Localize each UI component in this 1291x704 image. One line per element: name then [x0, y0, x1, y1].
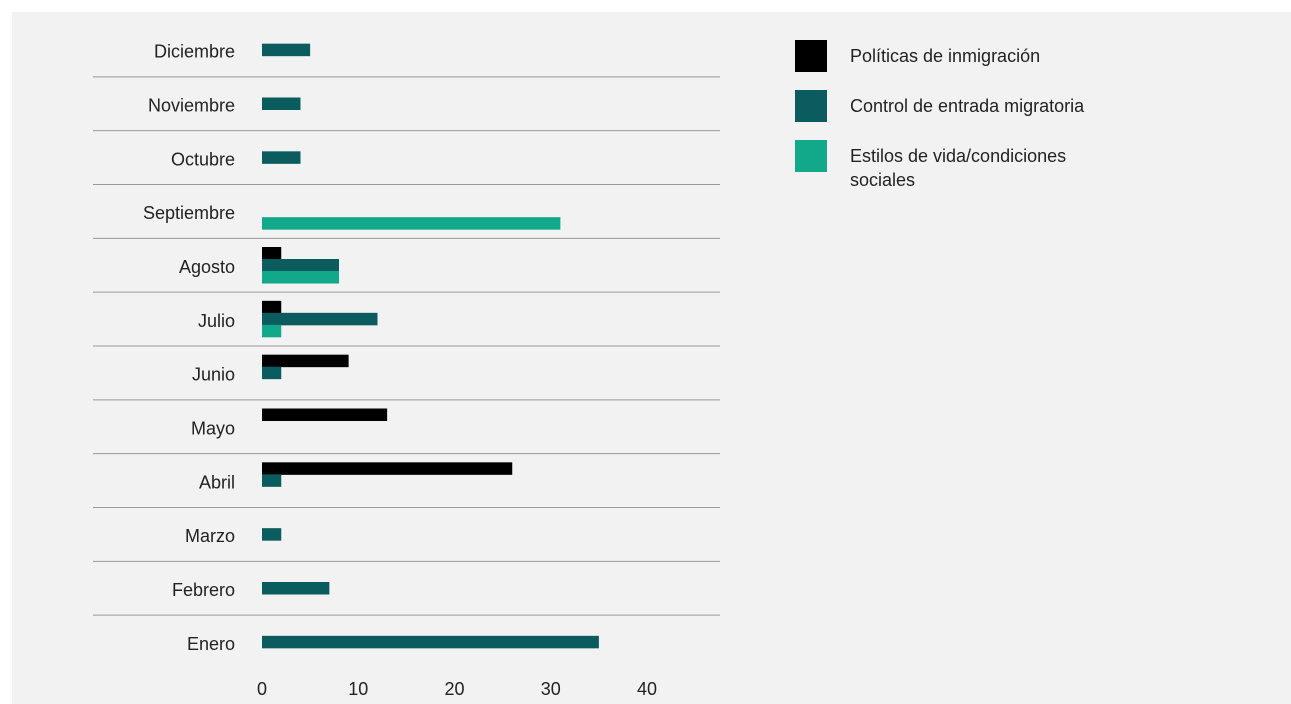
y-tick-label: Febrero — [172, 580, 235, 600]
y-tick-label: Marzo — [185, 526, 235, 546]
x-tick-label: 0 — [257, 679, 267, 699]
bar — [262, 474, 282, 487]
x-tick-label: 10 — [348, 679, 368, 699]
bar — [262, 217, 561, 230]
y-tick-label: Enero — [187, 634, 235, 654]
bar — [262, 312, 378, 326]
bar — [262, 582, 330, 595]
legend-item: Estilos de vida/condiciones sociales — [795, 140, 1135, 192]
y-tick-label: Agosto — [179, 257, 235, 277]
panel — [12, 12, 1291, 704]
x-tick-label: 30 — [541, 679, 561, 699]
bar — [262, 366, 282, 380]
x-tick-label: 40 — [637, 679, 657, 699]
bar — [262, 43, 311, 57]
bar — [262, 300, 282, 314]
legend-swatch — [795, 40, 827, 72]
bar — [262, 97, 301, 110]
bar — [262, 635, 599, 649]
bar — [262, 271, 339, 284]
bar — [262, 259, 339, 272]
y-tick-label: Noviembre — [148, 96, 235, 116]
bar — [262, 462, 513, 475]
bar — [262, 247, 282, 260]
bar — [262, 354, 349, 368]
legend-label: Estilos de vida/condiciones sociales — [850, 146, 1067, 190]
x-tick-label: 20 — [444, 679, 464, 699]
y-tick-label: Abril — [199, 472, 235, 492]
legend-item: Control de entrada migratoria — [795, 90, 1135, 122]
bar — [262, 408, 388, 421]
y-tick-label: Octubre — [171, 149, 235, 169]
bar — [262, 324, 282, 338]
legend-item: Políticas de inmigración — [795, 40, 1135, 72]
legend-label: Políticas de inmigración — [850, 46, 1041, 66]
bar — [262, 151, 301, 164]
y-tick-label: Septiembre — [143, 203, 235, 223]
legend: Políticas de inmigración Control de entra… — [795, 40, 1135, 210]
y-tick-label: Junio — [192, 365, 235, 385]
y-tick-label: Julio — [198, 311, 235, 331]
legend-swatch — [795, 90, 827, 122]
y-tick-label: Diciembre — [154, 42, 235, 62]
y-tick-label: Mayo — [191, 419, 235, 439]
legend-swatch — [795, 140, 827, 172]
legend-label: Control de entrada migratoria — [850, 96, 1085, 116]
bar — [262, 528, 282, 541]
